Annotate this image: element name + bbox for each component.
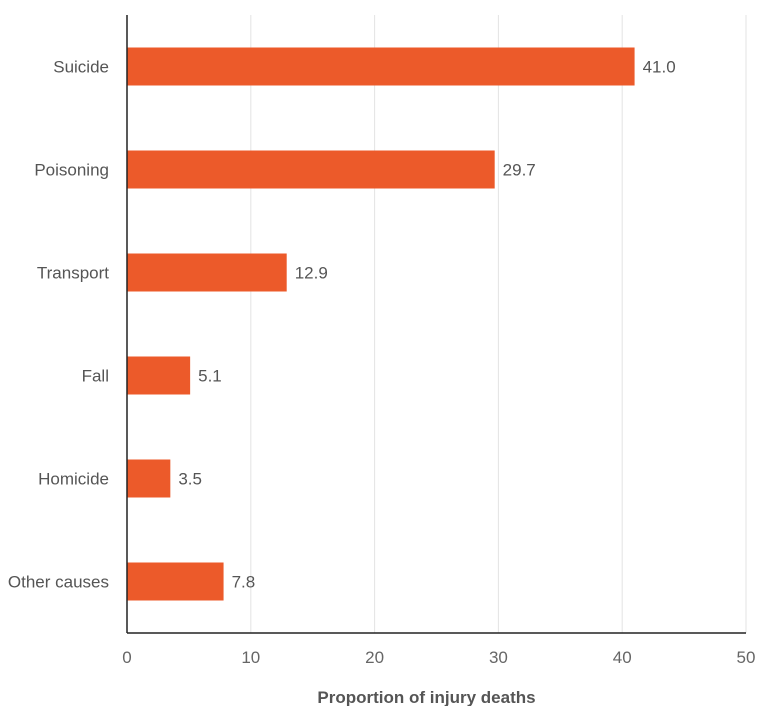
x-tick-labels: 0 10 20 30 40 50 (122, 648, 755, 667)
x-tick-label: 0 (122, 648, 131, 667)
category-label: Poisoning (34, 161, 109, 180)
x-tick-label: 20 (365, 648, 384, 667)
bar-suicide (127, 47, 635, 86)
category-labels: Suicide Poisoning Transport Fall Homicide Oth… (8, 58, 109, 592)
data-label: 41.0 (643, 58, 676, 77)
x-tick-label: 10 (241, 648, 260, 667)
gridlines (250, 15, 747, 633)
bar-poisoning (127, 150, 495, 189)
x-tick-label: 30 (489, 648, 508, 667)
category-label: Homicide (38, 470, 109, 489)
data-label: 3.5 (178, 470, 202, 489)
data-label: 5.1 (198, 367, 222, 386)
x-tick-label: 50 (737, 648, 756, 667)
bar-fall (127, 356, 191, 395)
bar-transport (127, 253, 287, 292)
bar-homicide (127, 459, 171, 498)
category-label: Transport (37, 264, 109, 283)
category-label: Suicide (53, 58, 109, 77)
x-tick-label: 40 (613, 648, 632, 667)
data-label: 12.9 (295, 264, 328, 283)
bars (127, 47, 635, 601)
data-label: 7.8 (232, 573, 256, 592)
bar-other-causes (127, 562, 224, 601)
value-labels: 41.0 29.7 12.9 5.1 3.5 7.8 (178, 58, 675, 592)
data-label: 29.7 (503, 161, 536, 180)
category-label: Other causes (8, 573, 109, 592)
x-axis-title: Proportion of injury deaths (317, 688, 535, 706)
category-label: Fall (82, 367, 109, 386)
